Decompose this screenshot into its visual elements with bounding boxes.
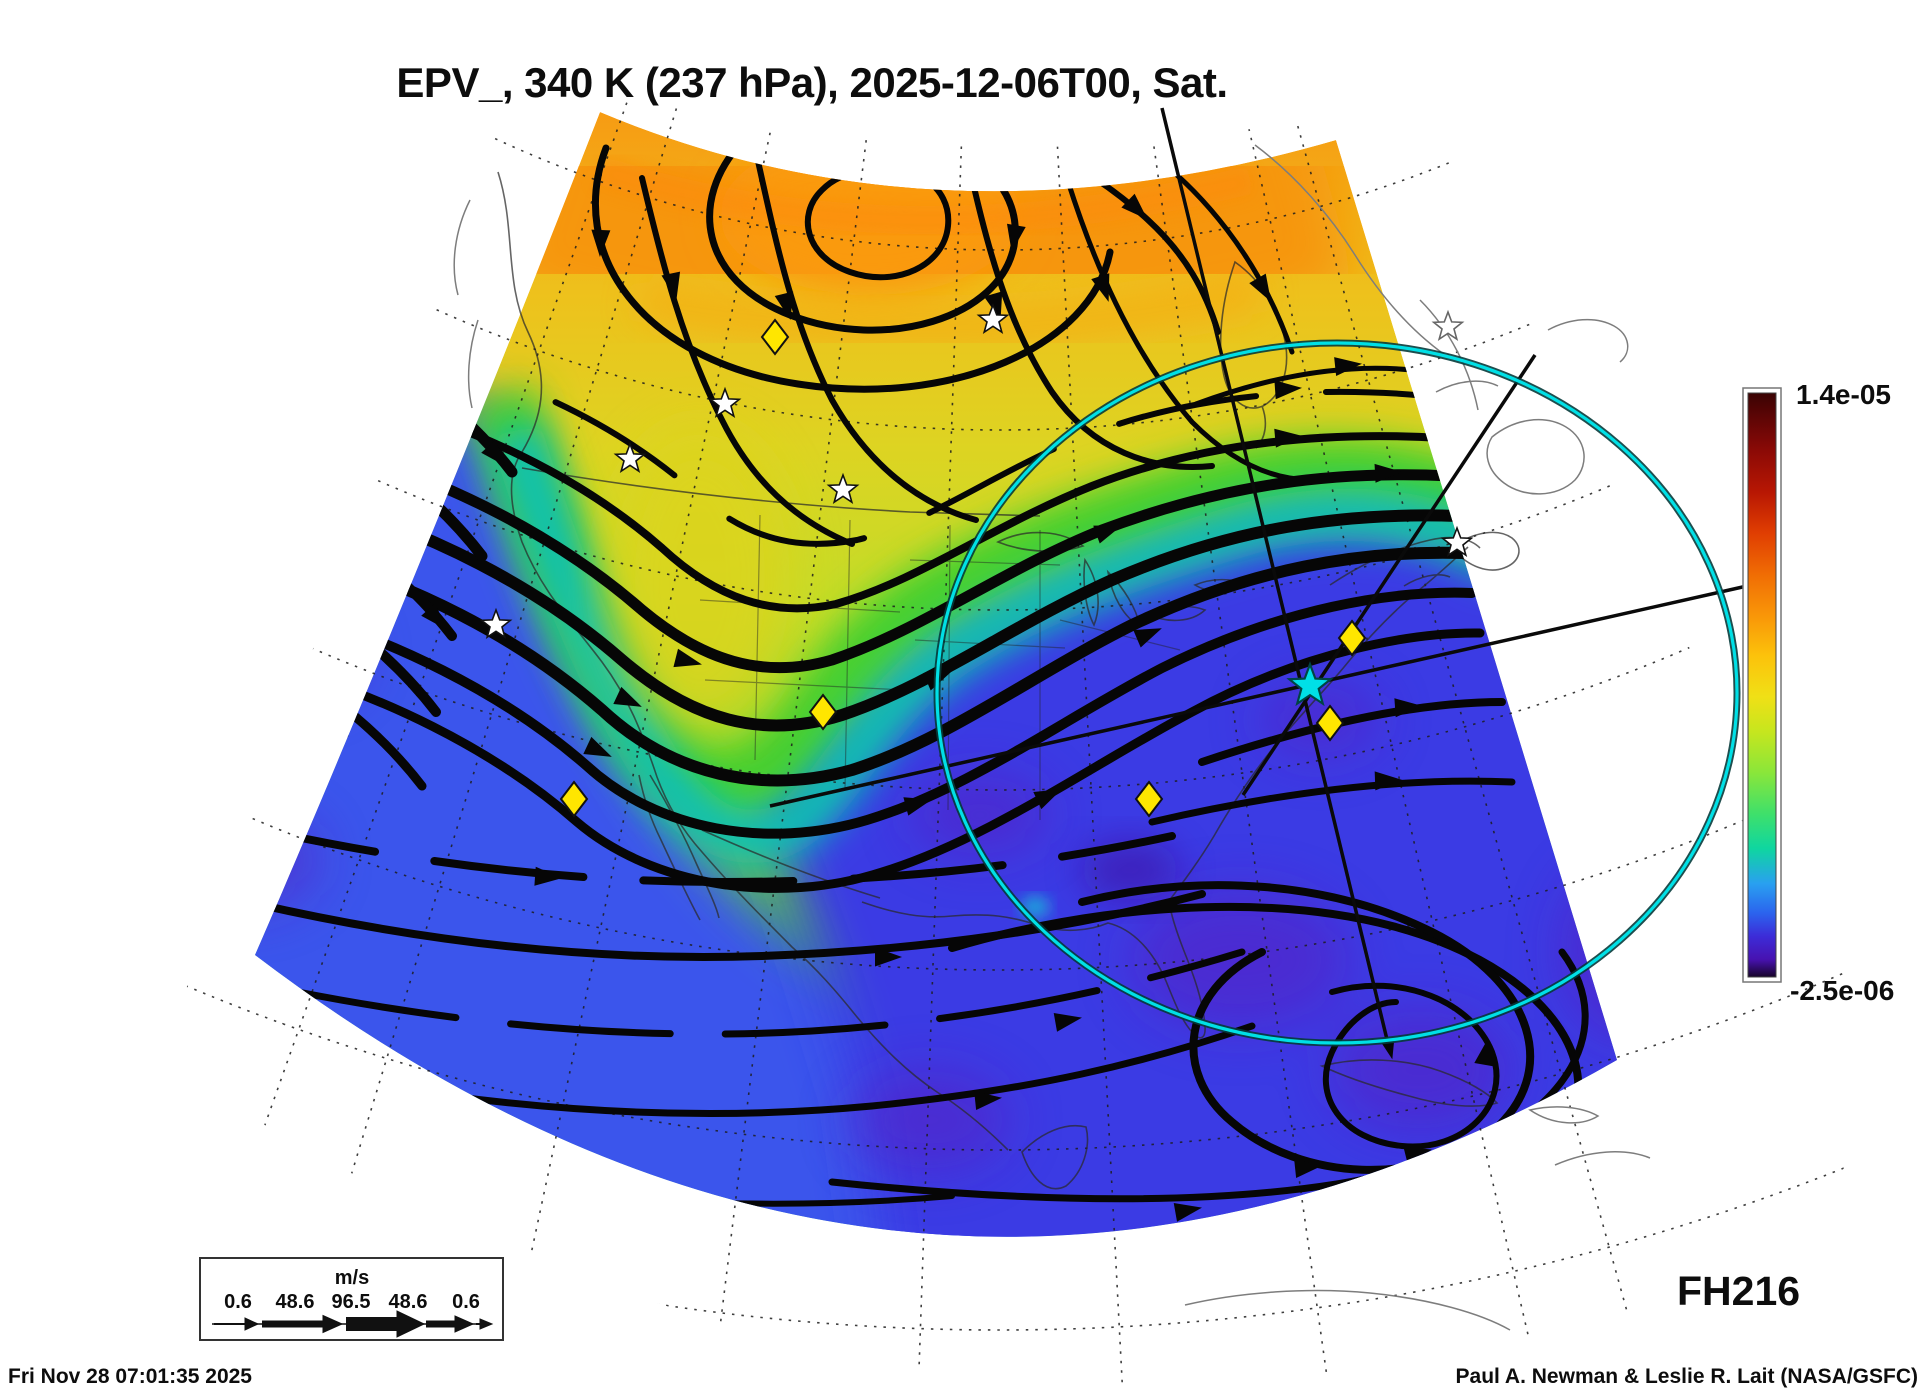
legend-value: 0.6 (452, 1291, 480, 1313)
legend-arrow-glyphs (212, 1310, 494, 1338)
coastlines-outside-domain (453, 144, 1651, 1331)
forecast-hour-label: FH216 (1677, 1268, 1800, 1314)
wind-speed-legend: m/s 0.6 48.6 96.5 48.6 0.6 (199, 1257, 504, 1341)
credit-line: Paul A. Newman & Leslie R. Lait (NASA/GS… (1456, 1365, 1918, 1388)
legend-value: 96.5 (332, 1291, 371, 1313)
creation-timestamp: Fri Nov 28 07:01:35 2025 (8, 1365, 252, 1388)
legend-value: 0.6 (224, 1291, 252, 1313)
legend-units-label: m/s (335, 1267, 369, 1289)
cross-section-lines (769, 107, 1748, 1061)
colorbar-gradient (1747, 392, 1777, 978)
legend-value: 48.6 (389, 1291, 428, 1313)
colorbar-min-label: -2.5e-06 (1790, 975, 1894, 1006)
range-circle (933, 339, 1741, 1047)
legend-value: 48.6 (276, 1291, 315, 1313)
page-title: EPV_, 340 K (237 hPa), 2025-12-06T00, Sa… (396, 59, 1227, 106)
colorbar: 1.4e-05 -2.5e-06 (1742, 379, 1894, 1006)
colorbar-max-label: 1.4e-05 (1796, 379, 1891, 410)
